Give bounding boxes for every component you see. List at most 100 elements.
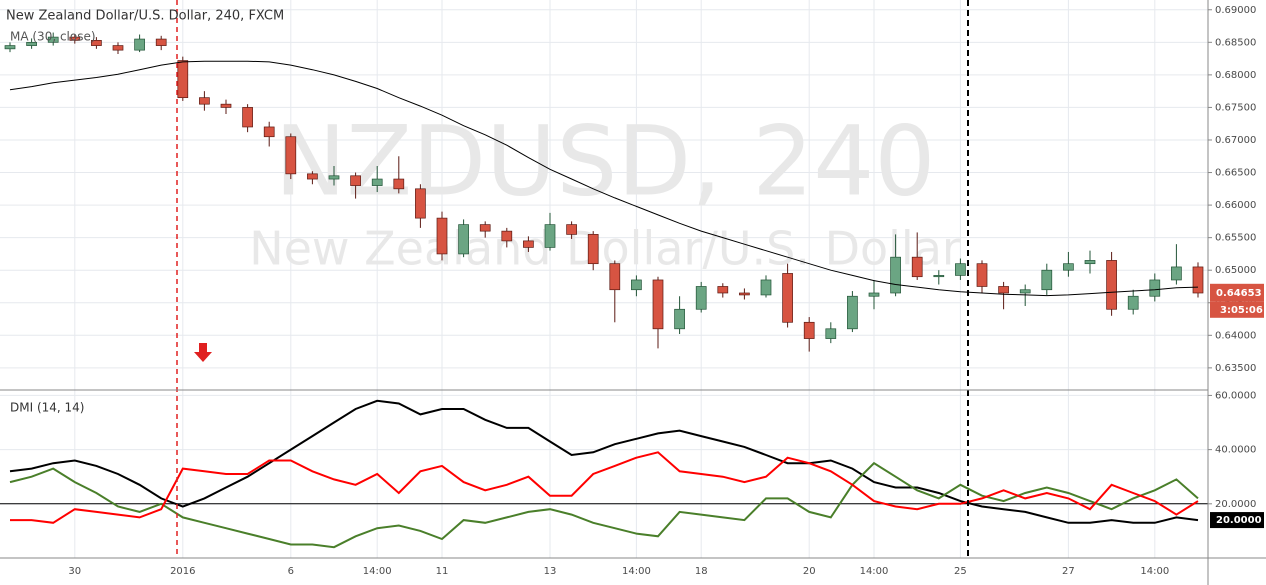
- plot-layer: [0, 32, 1208, 549]
- candle-body: [479, 224, 491, 232]
- candle-body: [976, 263, 988, 287]
- candle-body: [695, 286, 707, 310]
- x-tick-label: 14:00: [363, 566, 392, 577]
- x-tick-label: 30: [68, 566, 81, 577]
- candle-body: [544, 224, 556, 248]
- candle-body: [998, 286, 1009, 294]
- candle-body: [523, 240, 534, 248]
- candle-body: [134, 38, 145, 51]
- candle-body: [1019, 289, 1031, 294]
- down-arrow: [194, 343, 212, 362]
- y-tick-label: 0.66500: [1215, 168, 1256, 179]
- candle-body: [847, 295, 858, 330]
- indicator-line: [9, 399, 1199, 524]
- candle-body: [263, 126, 275, 138]
- candle-body: [307, 173, 318, 180]
- y-tick-label: 0.68500: [1215, 37, 1256, 48]
- last-price-label: 0.64653: [1216, 288, 1262, 299]
- x-tick-label: 27: [1062, 566, 1075, 577]
- watermark: New Zealand Dollar/U.S. Dollar: [249, 222, 961, 276]
- candle-body: [1127, 295, 1139, 310]
- x-tick-label: 14:00: [1140, 566, 1169, 577]
- countdown-label: 3:05:06: [1220, 305, 1263, 316]
- y-tick-label: 0.65500: [1215, 233, 1256, 244]
- candle-body: [285, 136, 297, 175]
- x-tick-label: 14:00: [622, 566, 651, 577]
- candle-body: [674, 308, 685, 330]
- candle-body: [890, 256, 901, 294]
- candle-body: [220, 103, 232, 108]
- indicator-line: [10, 451, 1199, 524]
- candle-body: [177, 60, 189, 99]
- y-tick-label: 0.64000: [1215, 330, 1256, 341]
- candle-body: [1041, 269, 1053, 291]
- x-tick-label: 20: [803, 566, 816, 577]
- candle-body: [1106, 260, 1117, 310]
- candle-body: [1149, 279, 1161, 297]
- candle-body: [501, 230, 513, 242]
- candle-body: [199, 97, 210, 105]
- candle-body: [436, 217, 448, 255]
- y-tick-label: 0.63500: [1215, 363, 1256, 374]
- level-label: 20.0000: [1216, 515, 1262, 526]
- candle-body: [1063, 263, 1074, 271]
- candle-body: [26, 41, 37, 46]
- countdown-box: [1210, 301, 1264, 318]
- candle-body: [911, 256, 923, 278]
- x-tick-label: 14:00: [860, 566, 889, 577]
- candle-body: [955, 263, 966, 276]
- candle-body: [1192, 266, 1204, 294]
- x-tick-label: 2016: [170, 566, 195, 577]
- y-tick-label: 40.0000: [1215, 445, 1256, 456]
- y-tick-label: 0.69000: [1215, 5, 1256, 16]
- watermark: NZDUSD, 240: [275, 105, 936, 217]
- candle-body: [415, 188, 426, 219]
- candle-body: [1084, 260, 1096, 265]
- x-tick-label: 6: [288, 566, 294, 577]
- x-tick-label: 25: [954, 566, 967, 577]
- y-tick-label: 0.67000: [1215, 135, 1256, 146]
- candle-body: [112, 45, 124, 51]
- ma-label: MA (30, close): [10, 30, 96, 44]
- candle-body: [652, 279, 664, 330]
- candle-body: [933, 275, 945, 278]
- x-tick-label: 13: [544, 566, 557, 577]
- candle-body: [393, 178, 405, 190]
- candle-body: [69, 36, 81, 41]
- candle-body: [868, 292, 880, 297]
- candle-body: [717, 286, 729, 294]
- candle-body: [609, 263, 621, 291]
- candle-body: [350, 175, 361, 186]
- candle-body: [631, 279, 642, 291]
- candle-body: [739, 292, 750, 296]
- candle-body: [371, 178, 383, 186]
- candle-body: [760, 279, 772, 296]
- y-tick-label: 0.67500: [1215, 102, 1256, 113]
- candle-body: [803, 321, 815, 339]
- y-tick-label: 0.68000: [1215, 70, 1256, 81]
- candle-body: [825, 328, 837, 339]
- candle-body: [782, 273, 793, 323]
- y-tick-label: 0.65000: [1215, 265, 1256, 276]
- candle-body: [155, 38, 167, 46]
- x-tick-label: 11: [436, 566, 449, 577]
- candle-body: [91, 40, 102, 46]
- axis-layer: 0.635000.640000.645000.650000.655000.660…: [68, 5, 1264, 577]
- candle-body: [458, 224, 469, 255]
- candle-body: [242, 107, 253, 128]
- indicator-line: [9, 461, 1199, 549]
- y-tick-label: 0.66000: [1215, 200, 1256, 211]
- last-price-box: [1210, 283, 1264, 302]
- indicator-line: [9, 60, 1199, 297]
- dmi-label: DMI (14, 14): [10, 401, 84, 415]
- x-tick-label: 18: [695, 566, 708, 577]
- candle-body: [566, 224, 577, 235]
- candle-body: [587, 234, 599, 265]
- candle-body: [328, 175, 340, 180]
- y-tick-label: 60.0000: [1215, 390, 1256, 401]
- y-tick-label: 20.0000: [1215, 499, 1256, 510]
- level-box: [1210, 512, 1264, 529]
